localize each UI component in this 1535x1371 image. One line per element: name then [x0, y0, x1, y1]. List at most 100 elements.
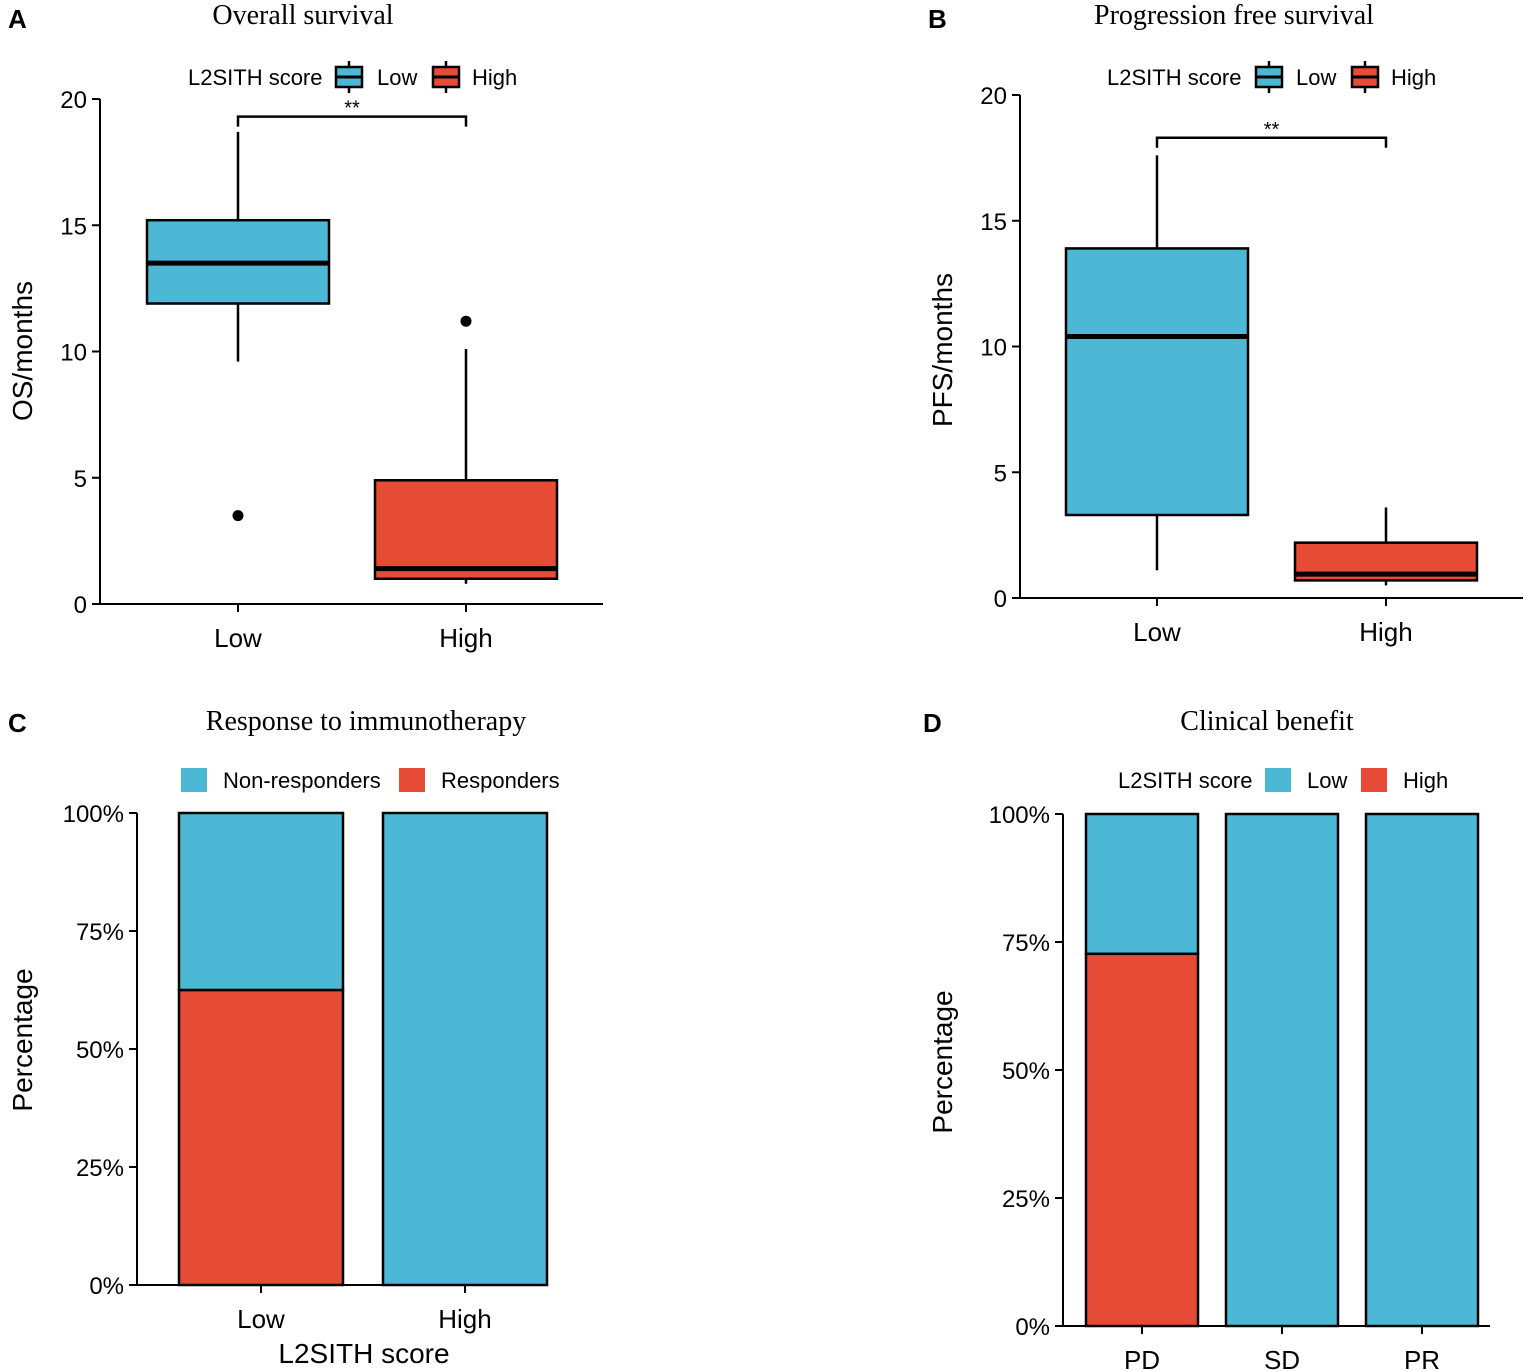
- significance-bracket: **: [236, 98, 468, 127]
- bar-responders: [177, 988, 345, 1287]
- legend-key-low: [334, 61, 364, 93]
- bar-low: [1364, 812, 1480, 1328]
- legend-label: High: [472, 65, 517, 90]
- y-tick-label: 75%: [1002, 930, 1050, 957]
- panel-a: A Overall survival L2SITH score Low High 0 5 10…: [7, 0, 603, 653]
- chart-title: Overall survival: [212, 0, 393, 31]
- x-axis-title: L2SITH score: [278, 1338, 449, 1369]
- y-tick-label: 15: [60, 213, 87, 240]
- y-tick-label: 75%: [76, 919, 124, 946]
- y-tick-label: 15: [980, 209, 1007, 236]
- x-tick-label: PR: [1404, 1345, 1440, 1371]
- bar-stack-pd: [1084, 812, 1200, 1328]
- legend-label: Low: [1307, 768, 1347, 793]
- legend-key-non-responders: [181, 768, 207, 792]
- panel-label: D: [923, 708, 942, 738]
- bracket-line: [236, 115, 468, 127]
- legend-title: L2SITH score: [1107, 65, 1242, 90]
- y-tick-label: 25%: [76, 1155, 124, 1182]
- y-tick-label: 50%: [76, 1037, 124, 1064]
- bar-low: [1224, 812, 1340, 1328]
- bar-non-responders: [381, 811, 549, 1287]
- outlier-point: [232, 510, 244, 522]
- panel-label: A: [8, 4, 27, 34]
- legend: Non-responders Responders: [181, 768, 560, 793]
- legend-label: Low: [1296, 65, 1336, 90]
- y-tick-label: 100%: [989, 802, 1050, 829]
- box-iqr: [373, 479, 559, 580]
- box-high: [373, 315, 559, 584]
- box-low: [1064, 155, 1250, 571]
- bar-stack-high: [381, 811, 549, 1287]
- y-tick-label: 0%: [89, 1273, 124, 1300]
- legend-key-low: [1254, 61, 1284, 93]
- chart-title: Progression free survival: [1094, 0, 1374, 31]
- y-axis: 0% 25% 50% 75% 100% Percentage: [927, 802, 1064, 1341]
- x-axis: PD SD PR: [1063, 1325, 1490, 1371]
- y-axis: 0 5 10 15 20 PFS/months: [927, 83, 1021, 613]
- bracket-line: [1155, 136, 1388, 148]
- legend-label: High: [1391, 65, 1436, 90]
- bar-stack-sd: [1224, 812, 1340, 1328]
- bar-stack-low: [177, 811, 345, 1287]
- x-tick-label: High: [1359, 617, 1412, 647]
- legend-label: High: [1403, 768, 1448, 793]
- bar-stack-pr: [1364, 812, 1480, 1328]
- legend-key-high: [431, 61, 461, 93]
- y-axis: 0 5 10 15 20 OS/months: [7, 87, 101, 619]
- y-axis-title: PFS/months: [927, 273, 958, 427]
- y-tick-label: 0%: [1015, 1314, 1050, 1341]
- y-tick-label: 0: [74, 592, 87, 619]
- y-tick-label: 100%: [63, 801, 124, 828]
- x-tick-label: Low: [237, 1304, 285, 1334]
- y-axis-title: Percentage: [7, 968, 38, 1111]
- chart-title: Clinical benefit: [1180, 706, 1354, 737]
- panel-label: C: [8, 708, 27, 738]
- x-tick-label: High: [439, 623, 492, 653]
- x-tick-label: SD: [1264, 1345, 1300, 1371]
- box-low: [145, 131, 331, 522]
- legend: L2SITH score Low High: [1118, 768, 1448, 793]
- legend-key-low: [1265, 768, 1291, 792]
- legend-label: Low: [377, 65, 417, 90]
- y-tick-label: 5: [74, 466, 87, 493]
- legend-title: L2SITH score: [1118, 768, 1253, 793]
- legend-title: L2SITH score: [188, 65, 323, 90]
- x-tick-label: PD: [1124, 1345, 1160, 1371]
- chart-title: Response to immunotherapy: [206, 706, 526, 737]
- legend-key-high: [1350, 61, 1380, 93]
- legend-key-responders: [399, 768, 425, 792]
- x-tick-label: High: [438, 1304, 491, 1334]
- x-tick-label: Low: [1133, 617, 1181, 647]
- legend-key-high: [1361, 768, 1387, 792]
- y-tick-label: 5: [994, 460, 1007, 487]
- box-high: [1293, 507, 1479, 586]
- panel-label: B: [928, 4, 947, 34]
- legend-swatch: [181, 768, 207, 792]
- outlier-point: [460, 315, 472, 327]
- legend-swatch: [1265, 768, 1291, 792]
- box-iqr: [1064, 247, 1250, 517]
- bar-high: [1084, 952, 1200, 1328]
- y-tick-label: 20: [60, 87, 87, 114]
- legend-swatch: [1361, 768, 1387, 792]
- significance-bracket: **: [1155, 119, 1388, 148]
- y-axis-title: Percentage: [927, 990, 958, 1133]
- x-axis: Low High: [100, 603, 603, 653]
- bar-non-responders: [177, 811, 345, 992]
- bar-low: [1084, 812, 1200, 956]
- legend: L2SITH score Low High: [188, 61, 517, 93]
- x-axis: Low High L2SITH score: [137, 1284, 547, 1369]
- y-tick-label: 25%: [1002, 1186, 1050, 1213]
- y-tick-label: 10: [60, 340, 87, 367]
- y-axis: 0% 25% 50% 75% 100% Percentage: [7, 801, 138, 1300]
- legend: L2SITH score Low High: [1107, 61, 1436, 93]
- significance-label: **: [1264, 119, 1280, 141]
- significance-label: **: [344, 98, 360, 120]
- y-tick-label: 50%: [1002, 1058, 1050, 1085]
- legend-label: Non-responders: [223, 768, 381, 793]
- legend-label: Responders: [441, 768, 560, 793]
- x-axis: Low High: [1020, 597, 1523, 647]
- y-tick-label: 10: [980, 335, 1007, 362]
